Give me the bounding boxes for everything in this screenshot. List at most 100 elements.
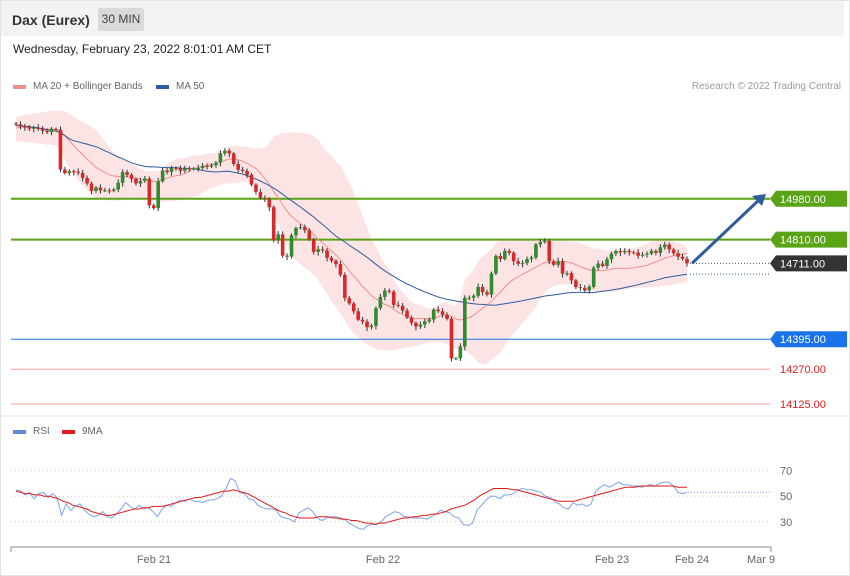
candle-body: [45, 130, 49, 133]
legend-ma50: MA 50: [156, 81, 204, 92]
candle-body: [494, 255, 498, 274]
projection-arrowhead: [752, 194, 766, 206]
candle-body: [489, 273, 494, 295]
rsi-line: [15, 477, 688, 531]
candle-body: [231, 153, 236, 164]
candle-body: [94, 187, 98, 191]
candle-body: [427, 319, 432, 322]
candle-body: [463, 297, 467, 347]
level-label-bg: [770, 331, 847, 348]
candle-body: [436, 309, 440, 312]
candle-body: [431, 309, 436, 320]
candle-body: [280, 234, 285, 256]
candle-body: [609, 253, 614, 260]
legend-swatch: [156, 84, 169, 89]
candle-body: [471, 295, 476, 298]
candle-body: [560, 261, 565, 274]
candle-body: [391, 291, 396, 305]
ma50-line: [15, 125, 688, 306]
candle-body: [218, 153, 223, 163]
candle-body: [667, 244, 672, 250]
candle-body: [503, 250, 507, 260]
x-tick-label: Feb 21: [137, 554, 171, 566]
candle-body: [396, 304, 400, 306]
candle-body: [89, 183, 94, 191]
candle-body: [582, 287, 587, 291]
instrument-title: Dax (Eurex): [12, 12, 90, 28]
candle-body: [405, 310, 409, 318]
timeframe-button[interactable]: 30 MIN: [98, 8, 144, 31]
candle-body: [445, 314, 449, 319]
candle-body: [276, 234, 280, 241]
candle-body: [351, 303, 356, 312]
candle-body: [618, 251, 623, 253]
candle-body: [640, 254, 645, 256]
candle-body: [467, 297, 472, 299]
candle-body: [520, 263, 525, 265]
candle-body: [134, 178, 138, 184]
candle-body: [329, 257, 334, 261]
legend-label: 9MA: [82, 426, 103, 437]
report-datetime: Wednesday, February 23, 2022 8:01:01 AM …: [13, 42, 272, 56]
candle-body: [80, 172, 85, 178]
candle-body: [147, 178, 152, 206]
candle-body: [285, 255, 289, 257]
candle-body: [685, 258, 689, 264]
candle-body: [440, 311, 445, 315]
candle-body: [200, 165, 205, 169]
candle-body: [556, 261, 560, 265]
candle-body: [334, 260, 338, 265]
candle-body: [18, 124, 23, 127]
projection-arrow: [690, 197, 762, 265]
candle-body: [263, 197, 267, 200]
candle-body: [85, 177, 89, 184]
legend-9ma: 9MA: [62, 426, 103, 437]
candle-body: [58, 129, 63, 170]
candle-body: [143, 178, 147, 182]
candle-body: [605, 259, 609, 266]
candle-body: [565, 273, 569, 275]
candle-body: [680, 256, 685, 259]
legend-label: MA 50: [176, 81, 205, 92]
candle-body: [160, 170, 165, 182]
candle-body: [320, 249, 325, 251]
candle-body: [409, 317, 414, 323]
candle-body: [627, 250, 632, 253]
candle-body: [236, 164, 240, 170]
candle-body: [516, 261, 520, 264]
ma20-line: [15, 126, 688, 321]
candle-body: [205, 165, 209, 167]
candle-body: [120, 172, 125, 183]
candle-body: [311, 239, 316, 252]
candle-body: [245, 170, 249, 175]
candle-body: [36, 127, 41, 129]
candle-body: [574, 280, 578, 288]
level-label-bg: [770, 255, 847, 272]
candle-body: [534, 244, 538, 258]
candle-body: [454, 358, 458, 360]
candle-body: [662, 244, 667, 248]
candle-body: [116, 182, 121, 190]
candle-body: [316, 249, 320, 252]
rsi-tick-label: 70: [780, 466, 792, 478]
candle-body: [649, 250, 654, 254]
candle-body: [76, 171, 81, 173]
x-tick-label: Mar 9: [747, 554, 775, 566]
legend-rsi: RSI: [13, 426, 50, 437]
candle-body: [511, 252, 516, 262]
header-bar: Dax (Eurex) 30 MIN: [1, 1, 844, 36]
candle-body: [387, 290, 392, 292]
candle-body: [23, 126, 27, 128]
candle-body: [196, 168, 200, 170]
candle-body: [507, 250, 512, 253]
x-tick-label: Feb 22: [366, 554, 400, 566]
level-label: 14810.00: [780, 235, 826, 247]
rsi-tick-label: 50: [780, 491, 792, 503]
candle-body: [671, 249, 676, 254]
candle-body: [378, 296, 383, 308]
candle-body: [289, 235, 294, 257]
candle-body: [622, 250, 627, 253]
level-label: 14980.00: [780, 194, 826, 206]
candle-body: [151, 205, 156, 209]
